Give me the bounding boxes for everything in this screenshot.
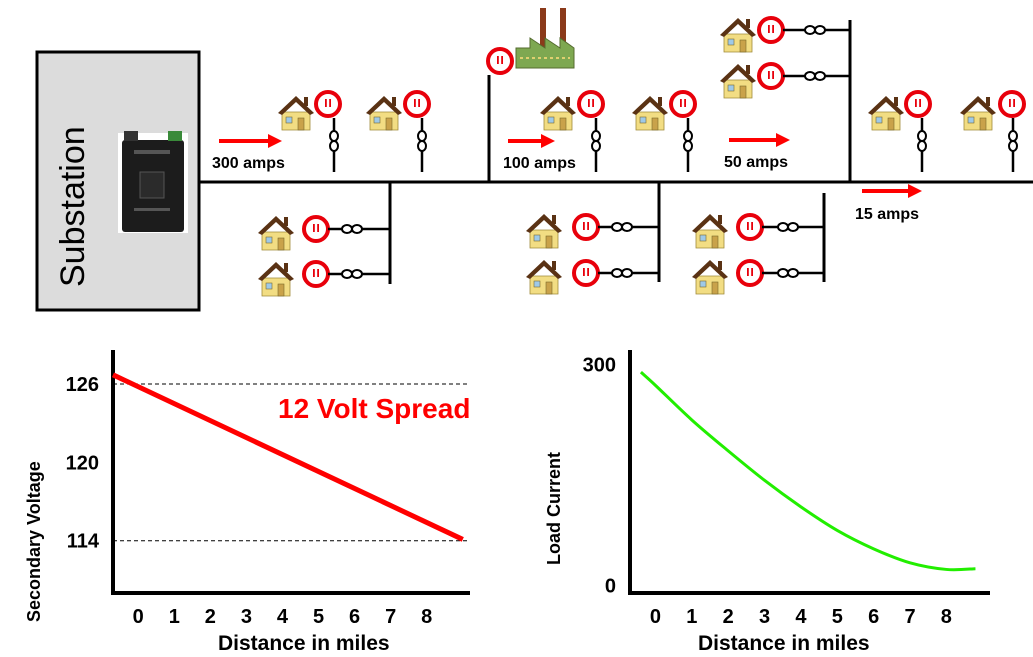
voltage-x-tick-label: 7 xyxy=(385,606,396,628)
current-y-tick-label: 300 xyxy=(583,355,616,377)
flow-arrow-2 xyxy=(508,134,555,148)
house-icon xyxy=(719,63,757,99)
house-icon xyxy=(539,95,577,131)
house-icon xyxy=(719,17,757,53)
voltage-y-tick-label: 126 xyxy=(66,374,99,396)
transformer-icon xyxy=(777,222,799,232)
voltage-chart: 126 120 114 0 1 2 3 4 5 6 7 8 12 Volt Spread Dista… xyxy=(24,350,470,655)
flow-arrows xyxy=(219,133,922,198)
flow-arrow-1 xyxy=(219,134,282,148)
voltage-y-tick-label: 114 xyxy=(67,531,100,553)
meter-icon xyxy=(736,213,764,241)
current-y-tick-label: 0 xyxy=(605,576,616,598)
meter-icon xyxy=(302,215,330,243)
voltage-x-tick-label: 4 xyxy=(277,606,289,628)
meter-icon xyxy=(577,90,605,118)
house-icon xyxy=(959,95,997,131)
houses-top xyxy=(277,90,1026,172)
transformer-icon xyxy=(341,224,363,234)
voltage-spread-annotation: 12 Volt Spread xyxy=(278,393,470,424)
current-y-axis-label: Load Current xyxy=(544,452,564,565)
house-icon xyxy=(525,213,563,249)
meter-icon xyxy=(302,260,330,288)
meter-icon xyxy=(572,259,600,287)
current-x-tick-label: 8 xyxy=(941,606,952,628)
house-icon xyxy=(257,215,295,251)
transformer-icon xyxy=(417,130,427,152)
current-x-tick-label: 4 xyxy=(795,606,807,628)
flow-arrow-4 xyxy=(862,184,922,198)
voltage-x-tick-label: 3 xyxy=(241,606,252,628)
voltage-x-axis-label: Distance in miles xyxy=(218,632,390,655)
meter-icon xyxy=(736,259,764,287)
current-chart: 300 0 0 1 2 3 4 5 6 7 8 Distance in miles Load Cu… xyxy=(544,350,990,655)
voltage-x-tick-label: 8 xyxy=(421,606,432,628)
flow-label-100: 100 amps xyxy=(503,155,576,172)
voltage-y-axis-label: Secondary Voltage xyxy=(24,461,44,622)
flow-label-300: 300 amps xyxy=(212,155,285,172)
substation-label: Substation xyxy=(54,126,92,287)
house-icon xyxy=(691,259,729,295)
current-x-tick-label: 0 xyxy=(650,606,661,628)
transformer-icon xyxy=(341,269,363,279)
transformer-icon xyxy=(591,130,601,152)
voltage-x-tick-label: 1 xyxy=(169,606,180,628)
regulator-device-icon xyxy=(118,131,188,233)
meter-icon xyxy=(669,90,697,118)
voltage-x-tick-label: 0 xyxy=(133,606,144,628)
transformer-icon xyxy=(329,130,339,152)
factory-meter-icon xyxy=(486,47,514,75)
meter-icon xyxy=(572,213,600,241)
voltage-x-tick-label: 5 xyxy=(313,606,324,628)
factory-icon xyxy=(515,8,575,69)
flow-label-50: 50 amps xyxy=(724,154,788,171)
current-x-tick-label: 1 xyxy=(686,606,697,628)
house-icon xyxy=(365,95,403,131)
voltage-x-tick-label: 2 xyxy=(205,606,216,628)
voltage-x-tick-label: 6 xyxy=(349,606,360,628)
transformer-icon xyxy=(777,268,799,278)
flow-label-15: 15 amps xyxy=(855,206,919,223)
substation: Substation xyxy=(35,50,201,312)
current-x-tick-label: 2 xyxy=(723,606,734,628)
houses-upper-right xyxy=(719,16,850,99)
houses-bottom xyxy=(257,213,824,297)
meter-icon xyxy=(403,90,431,118)
current-x-tick-label: 3 xyxy=(759,606,770,628)
transformer-icon xyxy=(917,130,927,152)
current-x-tick-label: 6 xyxy=(868,606,879,628)
house-icon xyxy=(867,95,905,131)
current-x-tick-label: 5 xyxy=(832,606,843,628)
house-icon xyxy=(525,259,563,295)
transformer-icon xyxy=(611,222,633,232)
flow-arrow-3 xyxy=(729,133,790,147)
transformer-icon xyxy=(804,71,826,81)
meter-icon xyxy=(757,62,785,90)
meter-icon xyxy=(904,90,932,118)
current-x-axis-label: Distance in miles xyxy=(698,632,870,655)
transformer-icon xyxy=(804,25,826,35)
house-icon xyxy=(691,213,729,249)
current-x-tick-label: 7 xyxy=(904,606,915,628)
current-series-line xyxy=(639,370,976,572)
voltage-series-line xyxy=(111,372,464,542)
voltage-y-tick-label: 120 xyxy=(66,452,99,474)
transformer-icon xyxy=(1008,130,1018,152)
feeder-lines xyxy=(199,20,1033,284)
house-icon xyxy=(277,95,315,131)
meter-icon xyxy=(998,90,1026,118)
transformer-icon xyxy=(683,130,693,152)
house-icon xyxy=(631,95,669,131)
meter-icon xyxy=(757,16,785,44)
house-icon xyxy=(257,261,295,297)
transformer-icon xyxy=(611,268,633,278)
meter-icon xyxy=(314,90,342,118)
